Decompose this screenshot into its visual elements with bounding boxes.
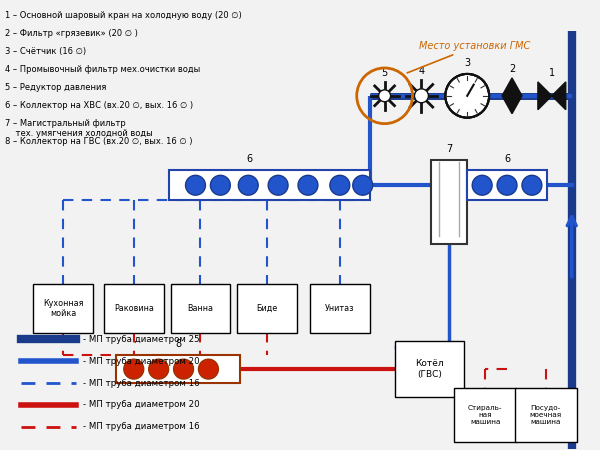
Bar	[431, 160, 467, 244]
FancyBboxPatch shape	[33, 284, 93, 333]
FancyBboxPatch shape	[454, 388, 516, 441]
Text: - МП труба диаметром 16: - МП труба диаметром 16	[83, 422, 200, 431]
Circle shape	[124, 359, 144, 379]
Text: 8: 8	[175, 339, 181, 349]
Text: Стираль-
ная
машина: Стираль- ная машина	[468, 405, 502, 425]
Circle shape	[268, 176, 288, 195]
Circle shape	[522, 176, 542, 195]
Text: 3: 3	[464, 58, 470, 68]
Text: Раковина: Раковина	[114, 304, 154, 313]
Circle shape	[379, 90, 391, 102]
Text: 3 – Счётчик (16 ∅): 3 – Счётчик (16 ∅)	[5, 47, 86, 56]
Text: Унитаз: Унитаз	[325, 304, 355, 313]
FancyBboxPatch shape	[237, 284, 297, 333]
Circle shape	[415, 89, 428, 103]
Text: Место установки ГМС: Место установки ГМС	[407, 41, 530, 73]
Bar	[116, 355, 240, 383]
Circle shape	[497, 176, 517, 195]
FancyBboxPatch shape	[395, 341, 464, 397]
Text: 7 – Магистральный фильтр
    тех. умягчения холодной воды: 7 – Магистральный фильтр тех. умягчения …	[5, 119, 153, 138]
Text: Биде: Биде	[257, 304, 278, 313]
Text: - МП труба диаметром 20: - МП труба диаметром 20	[83, 357, 200, 366]
Text: 6: 6	[504, 154, 510, 164]
Text: 4: 4	[418, 66, 424, 76]
Polygon shape	[538, 82, 552, 110]
Circle shape	[199, 359, 218, 379]
Circle shape	[472, 176, 492, 195]
Polygon shape	[552, 82, 566, 110]
Text: 1 – Основной шаровый кран на холодную воду (20 ∅): 1 – Основной шаровый кран на холодную во…	[5, 11, 242, 20]
Circle shape	[330, 176, 350, 195]
Text: 5 – Редуктор давления: 5 – Редуктор давления	[5, 83, 107, 92]
FancyBboxPatch shape	[170, 284, 230, 333]
Text: Посудо-
моечная
машина: Посудо- моечная машина	[530, 405, 562, 425]
Circle shape	[238, 176, 258, 195]
Text: - МП труба диаметром 20: - МП труба диаметром 20	[83, 400, 200, 410]
Text: - МП труба диаметром 16: - МП труба диаметром 16	[83, 378, 200, 387]
Text: 5: 5	[382, 68, 388, 78]
Text: 6 – Коллектор на ХВС (вх.20 ∅, вых. 16 ∅ ): 6 – Коллектор на ХВС (вх.20 ∅, вых. 16 ∅…	[5, 101, 193, 110]
Circle shape	[173, 359, 193, 379]
Text: 6: 6	[246, 154, 252, 164]
FancyBboxPatch shape	[310, 284, 370, 333]
Circle shape	[211, 176, 230, 195]
Circle shape	[445, 74, 489, 117]
Text: Ванна: Ванна	[187, 304, 214, 313]
FancyBboxPatch shape	[515, 388, 577, 441]
Text: 4 – Промывочный фильтр мех.очистки воды: 4 – Промывочный фильтр мех.очистки воды	[5, 65, 200, 74]
Text: 1: 1	[549, 68, 555, 78]
Polygon shape	[502, 78, 522, 114]
Circle shape	[185, 176, 205, 195]
Text: 7: 7	[446, 144, 452, 154]
Circle shape	[353, 176, 373, 195]
Text: 8 – Коллектор на ГВС (вх.20 ∅, вых. 16 ∅ ): 8 – Коллектор на ГВС (вх.20 ∅, вых. 16 ∅…	[5, 136, 193, 145]
Text: Котёл
(ГВС): Котёл (ГВС)	[415, 360, 444, 379]
Circle shape	[298, 176, 318, 195]
Bar	[467, 171, 547, 200]
Text: 2 – Фильтр «грязевик» (20 ∅ ): 2 – Фильтр «грязевик» (20 ∅ )	[5, 29, 138, 38]
Text: Кухонная
мойка: Кухонная мойка	[43, 299, 83, 318]
Bar	[169, 171, 370, 200]
Text: - МП труба диаметром 25: - МП труба диаметром 25	[83, 335, 200, 344]
FancyBboxPatch shape	[104, 284, 164, 333]
Circle shape	[149, 359, 169, 379]
Text: 2: 2	[509, 64, 515, 74]
